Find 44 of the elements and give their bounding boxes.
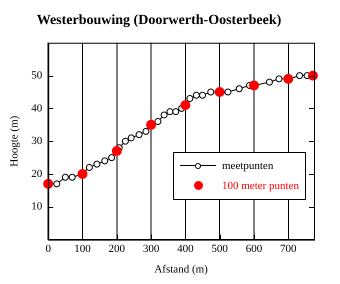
point	[192, 92, 200, 99]
x-tick-label: 100	[74, 243, 92, 256]
point	[186, 95, 194, 102]
point	[93, 160, 100, 168]
x-axis-title: Afstand (m)	[154, 263, 208, 276]
x-tick-label: 200	[108, 243, 126, 256]
y-tick-label: 30	[31, 135, 43, 148]
x-tick-label: 0	[45, 243, 52, 256]
point	[136, 131, 143, 138]
point	[68, 174, 76, 181]
point	[53, 180, 60, 188]
x-tick-label: 500	[211, 243, 228, 256]
y-tick-label: 40	[31, 102, 43, 114]
x-tick-label: 400	[177, 243, 194, 256]
x-tick-label: 300	[142, 243, 160, 256]
point	[122, 138, 129, 145]
legend-label: 100 meter punten	[222, 178, 299, 194]
point	[296, 72, 304, 80]
point	[154, 118, 162, 126]
point	[276, 75, 283, 82]
point	[266, 78, 273, 86]
point	[142, 128, 150, 135]
y-tick-label: 10	[31, 200, 43, 213]
point	[160, 111, 168, 118]
point	[224, 88, 232, 96]
point	[62, 174, 69, 181]
point	[172, 108, 180, 116]
y-tick-label: 50	[31, 69, 43, 82]
y-tick-label: 20	[31, 168, 43, 180]
chart-title: Westerbouwing (Doorwerth-Oosterbeek)	[36, 13, 282, 28]
point	[248, 80, 259, 90]
point	[128, 134, 135, 142]
point	[86, 164, 93, 171]
x-tick-label: 600	[246, 243, 263, 256]
point	[199, 92, 206, 99]
point	[207, 88, 214, 96]
point	[101, 157, 108, 164]
point	[236, 85, 243, 92]
point	[283, 74, 294, 84]
point	[108, 154, 116, 162]
y-axis-title: Hoogte (m)	[8, 115, 20, 167]
point	[166, 108, 174, 116]
legend-label: meetpunten	[222, 158, 274, 174]
x-tick-label: 700	[280, 243, 298, 256]
